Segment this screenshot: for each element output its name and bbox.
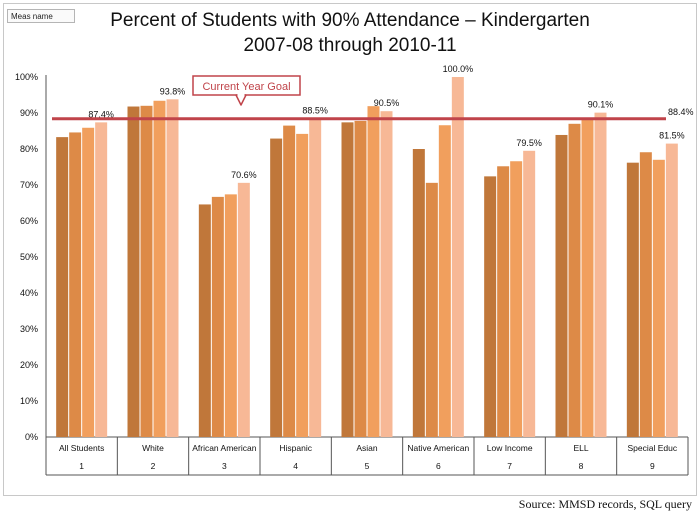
- measure-name-field[interactable]: Meas name: [7, 9, 75, 23]
- data-label: 70.6%: [231, 170, 257, 180]
- bar: [510, 161, 523, 438]
- data-label: 90.5%: [374, 98, 400, 108]
- bar: [166, 99, 179, 437]
- bar: [665, 143, 678, 437]
- bar: [198, 204, 211, 437]
- y-tick-label: 0%: [25, 432, 38, 442]
- bar: [412, 149, 425, 437]
- bar: [639, 152, 652, 438]
- category-label: Asian: [356, 443, 378, 453]
- bar: [568, 123, 581, 438]
- category-label: Low Income: [487, 443, 533, 453]
- category-number: 6: [436, 461, 441, 471]
- data-label: 88.5%: [302, 105, 328, 115]
- bar: [309, 118, 322, 438]
- bar: [211, 196, 224, 437]
- category-number: 2: [151, 461, 156, 471]
- bar: [237, 182, 250, 437]
- category-label: All Students: [59, 443, 104, 453]
- bar: [523, 150, 536, 438]
- chart-subtitle: 2007-08 through 2010-11: [243, 35, 457, 56]
- data-label: 87.4%: [88, 109, 114, 119]
- goal-callout-joint: [237, 93, 245, 97]
- bar: [354, 120, 367, 438]
- category-number: 3: [222, 461, 227, 471]
- bar: [438, 125, 451, 438]
- bar: [127, 106, 140, 438]
- bar: [425, 182, 438, 437]
- chart-title: Percent of Students with 90% Attendance …: [110, 10, 590, 31]
- category-number: 1: [79, 461, 84, 471]
- bar: [69, 132, 82, 437]
- data-label: 79.5%: [516, 138, 542, 148]
- y-tick-label: 60%: [20, 216, 38, 226]
- category-label: African American: [192, 443, 257, 453]
- y-tick-label: 70%: [20, 180, 38, 190]
- data-label: 81.5%: [659, 131, 685, 141]
- goal-line-label: 88.4%: [668, 107, 694, 117]
- category-label: White: [142, 443, 164, 453]
- bar: [296, 133, 309, 437]
- bar: [56, 137, 69, 437]
- bar: [367, 106, 380, 437]
- bar: [95, 122, 108, 438]
- bar: [497, 166, 510, 437]
- bar: [581, 119, 594, 438]
- y-tick-label: 100%: [15, 72, 38, 82]
- category-number: 4: [293, 461, 298, 471]
- goal-callout-text: Current Year Goal: [202, 81, 290, 93]
- data-label: 90.1%: [588, 100, 614, 110]
- source-note: Source: MMSD records, SQL query: [518, 497, 692, 511]
- y-tick-label: 90%: [20, 108, 38, 118]
- bar: [555, 134, 568, 437]
- y-tick-label: 80%: [20, 144, 38, 154]
- category-number: 5: [365, 461, 370, 471]
- bar: [283, 125, 296, 437]
- bar: [341, 122, 354, 438]
- bar: [224, 194, 237, 437]
- category-label: Special Educ: [628, 443, 678, 453]
- category-label: ELL: [573, 443, 588, 453]
- y-tick-label: 40%: [20, 288, 38, 298]
- y-tick-label: 20%: [20, 360, 38, 370]
- bar: [82, 127, 95, 437]
- bar: [484, 176, 497, 438]
- bar: [153, 100, 166, 437]
- data-label: 100.0%: [443, 64, 474, 74]
- data-label: 93.8%: [160, 86, 186, 96]
- category-number: 7: [507, 461, 512, 471]
- y-tick-label: 30%: [20, 324, 38, 334]
- category-number: 8: [579, 461, 584, 471]
- bar: [652, 159, 665, 438]
- category-label: Native American: [407, 443, 469, 453]
- bar: [140, 105, 153, 438]
- y-tick-label: 50%: [20, 252, 38, 262]
- category-number: 9: [650, 461, 655, 471]
- category-label: Hispanic: [279, 443, 312, 453]
- bar: [380, 111, 393, 437]
- y-tick-label: 10%: [20, 396, 38, 406]
- bar: [270, 138, 283, 437]
- bar: [451, 77, 464, 437]
- bar: [594, 112, 607, 437]
- bar: [626, 162, 639, 437]
